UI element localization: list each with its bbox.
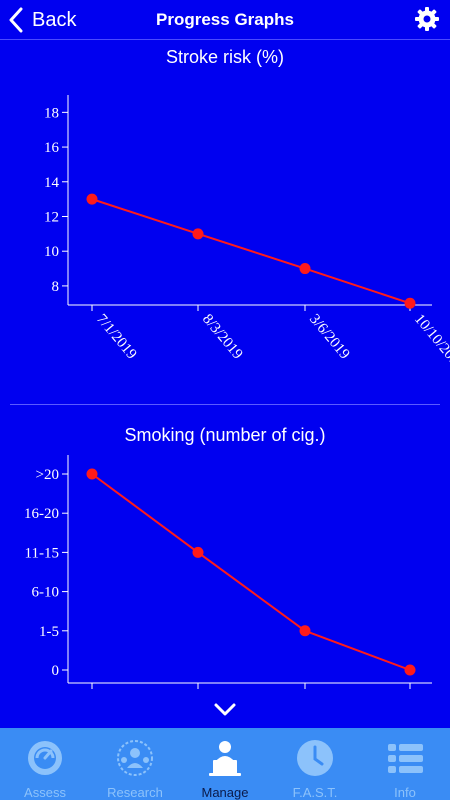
data-point [86,468,98,480]
tab-label: F.A.S.T. [292,785,338,800]
tab-label: Assess [24,785,66,800]
tab-research[interactable]: Research [90,728,180,800]
data-point [404,297,416,309]
tab-label: Research [107,785,163,800]
doctor-laptop-icon [203,736,247,779]
series-line [91,473,411,671]
y-tick-label: 0 [52,663,60,679]
y-tick-label: 18 [44,105,59,121]
list-icon [383,736,427,779]
y-tick-label: 8 [52,279,60,295]
y-tick-label: 16 [44,140,60,156]
data-point [86,193,98,205]
y-tick-label: 14 [44,175,60,191]
chevron-left-icon [9,7,23,33]
clock-icon [293,736,337,779]
back-label: Back [32,8,77,31]
y-tick-label: 10 [44,244,59,260]
chart-title-stroke-risk: Stroke risk (%) [165,47,284,67]
data-point [192,546,204,558]
data-point [404,664,416,676]
group-icon [113,736,157,779]
gear-icon[interactable] [414,6,440,32]
y-tick-label: >20 [36,467,59,483]
page-title: Progress Graphs [156,10,294,29]
tab-label: Manage [201,785,249,800]
smoking-chart: 0 1-5 6-10 11-15 16-20 >20 [24,455,432,689]
tab-bar: Assess Research Manage [0,728,450,800]
y-tick-label: 12 [44,209,59,225]
tab-info[interactable]: Info [360,728,450,800]
tab-label: Info [394,785,416,800]
tab-assess[interactable]: Assess [0,728,90,800]
chart-title-smoking: Smoking (number of cig.) [124,425,326,445]
y-tick-label: 11-15 [25,545,59,561]
divider [10,404,440,405]
y-tick-label: 6-10 [32,585,60,601]
tab-manage[interactable]: Manage [180,728,270,800]
back-button[interactable]: Back [8,6,76,34]
data-point [299,625,311,637]
chevron-down-icon[interactable] [213,702,237,718]
series-line [91,198,411,305]
y-tick-label: 1-5 [39,624,59,640]
data-point [192,228,204,240]
tab-fast[interactable]: F.A.S.T. [270,728,360,800]
nav-bar: Back Progress Graphs [0,0,450,40]
data-point [299,263,311,275]
gauge-icon [23,736,67,779]
y-tick-label: 16-20 [24,506,59,522]
